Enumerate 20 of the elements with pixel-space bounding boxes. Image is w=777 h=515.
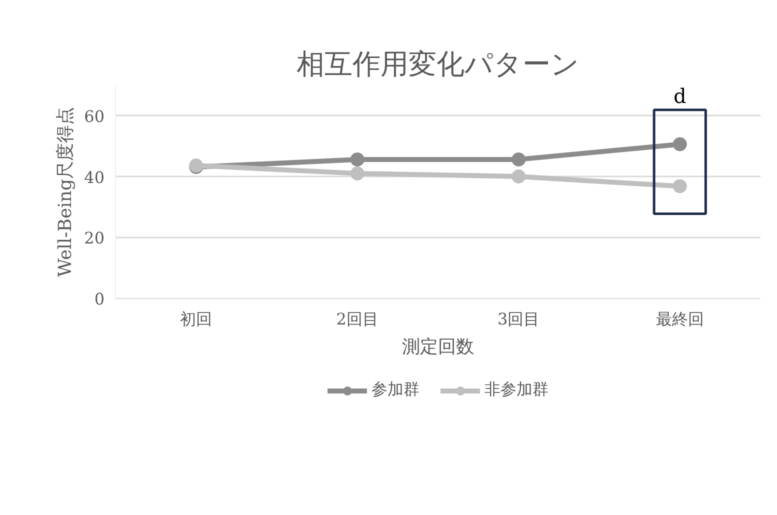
x-tick-label: 最終回: [656, 310, 704, 328]
y-tick-label: 60: [84, 106, 104, 126]
point: [512, 152, 526, 166]
y-tick-label: 40: [84, 168, 104, 187]
x-tick-label: 初回: [180, 310, 212, 328]
y-tick-label: 20: [84, 228, 104, 248]
point: [512, 169, 526, 184]
x-tick-label: 3回目: [498, 310, 540, 328]
x-tick-label: 2回目: [336, 310, 378, 328]
point: [672, 179, 687, 194]
y-axis-title: Well-Being尺度得点: [55, 106, 76, 278]
chart-title: 相互作用変化パターン: [296, 48, 580, 80]
x-axis-title: 測定回数: [402, 336, 474, 358]
legend-label: 非参加群: [484, 380, 548, 400]
legend-label: 参加群: [372, 380, 420, 400]
annotation: d: [673, 84, 686, 108]
point: [672, 137, 687, 152]
y-tick-label: 0: [94, 290, 105, 308]
point: [350, 152, 364, 166]
point: [350, 166, 364, 180]
